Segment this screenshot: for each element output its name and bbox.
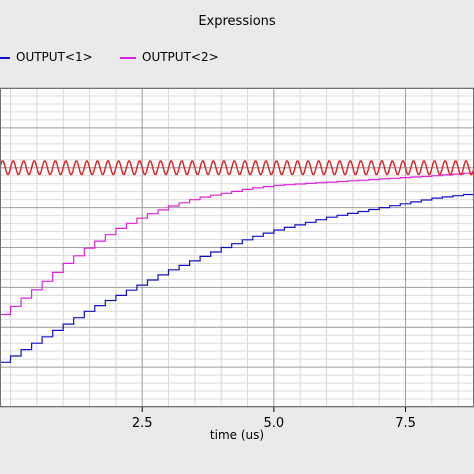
legend-label-output-1: OUTPUT<1> (16, 50, 93, 64)
series-line-oscillation (0, 160, 474, 176)
x-axis-label: time (us) (209, 428, 265, 442)
series-line-output-2 (0, 172, 474, 316)
legend-swatch-output-1 (0, 57, 10, 59)
legend-swatch-output-2 (120, 57, 136, 59)
legend-label-output-2: OUTPUT<2> (142, 50, 219, 64)
series-line-output-1 (0, 193, 474, 363)
x-tick-label: 7.5 (395, 416, 416, 431)
chart-title: Expressions (198, 14, 276, 29)
x-tick-label: 2.5 (132, 416, 153, 431)
x-tick-label: 5.0 (264, 416, 285, 431)
